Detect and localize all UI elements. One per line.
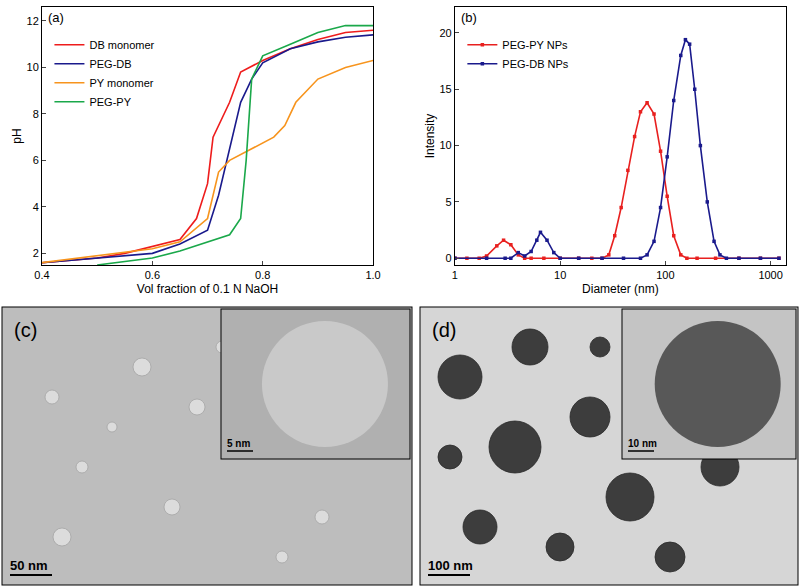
svg-text:Intensity: Intensity — [423, 114, 437, 159]
svg-text:10 nm: 10 nm — [628, 438, 657, 449]
svg-text:10: 10 — [439, 139, 451, 151]
svg-text:10: 10 — [27, 61, 39, 73]
svg-text:DB monomer: DB monomer — [89, 39, 154, 51]
svg-text:4: 4 — [33, 201, 39, 213]
svg-text:PEG-DB NPs: PEG-DB NPs — [502, 58, 569, 70]
svg-text:(a): (a) — [48, 10, 64, 25]
svg-text:PEG-DB: PEG-DB — [89, 58, 131, 70]
svg-text:2: 2 — [33, 247, 39, 259]
svg-text:Vol fraction of 0.1 N NaOH: Vol fraction of 0.1 N NaOH — [137, 282, 278, 296]
svg-text:0.6: 0.6 — [145, 269, 160, 281]
svg-text:5: 5 — [446, 196, 452, 208]
svg-text:(c): (c) — [14, 319, 37, 341]
svg-text:20: 20 — [439, 27, 451, 39]
svg-text:100 nm: 100 nm — [428, 558, 473, 573]
svg-text:100: 100 — [656, 269, 674, 281]
svg-text:pH: pH — [10, 128, 24, 143]
svg-text:PEG-PY: PEG-PY — [89, 96, 131, 108]
svg-text:(d): (d) — [432, 319, 456, 341]
svg-text:15: 15 — [439, 83, 451, 95]
svg-text:Diameter (nm): Diameter (nm) — [582, 282, 659, 296]
svg-text:50 nm: 50 nm — [10, 558, 48, 573]
svg-text:0.8: 0.8 — [255, 269, 270, 281]
svg-text:10: 10 — [554, 269, 566, 281]
svg-text:5 nm: 5 nm — [227, 438, 250, 449]
svg-text:12: 12 — [27, 15, 39, 27]
svg-text:1: 1 — [452, 269, 458, 281]
svg-text:PY monomer: PY monomer — [89, 77, 153, 89]
svg-text:PEG-PY NPs: PEG-PY NPs — [502, 39, 568, 51]
svg-text:6: 6 — [33, 154, 39, 166]
svg-text:1000: 1000 — [758, 269, 782, 281]
svg-text:(b): (b) — [461, 10, 477, 25]
svg-text:8: 8 — [33, 108, 39, 120]
svg-text:1.0: 1.0 — [365, 269, 380, 281]
svg-text:0.4: 0.4 — [34, 269, 49, 281]
svg-text:0: 0 — [446, 252, 452, 264]
